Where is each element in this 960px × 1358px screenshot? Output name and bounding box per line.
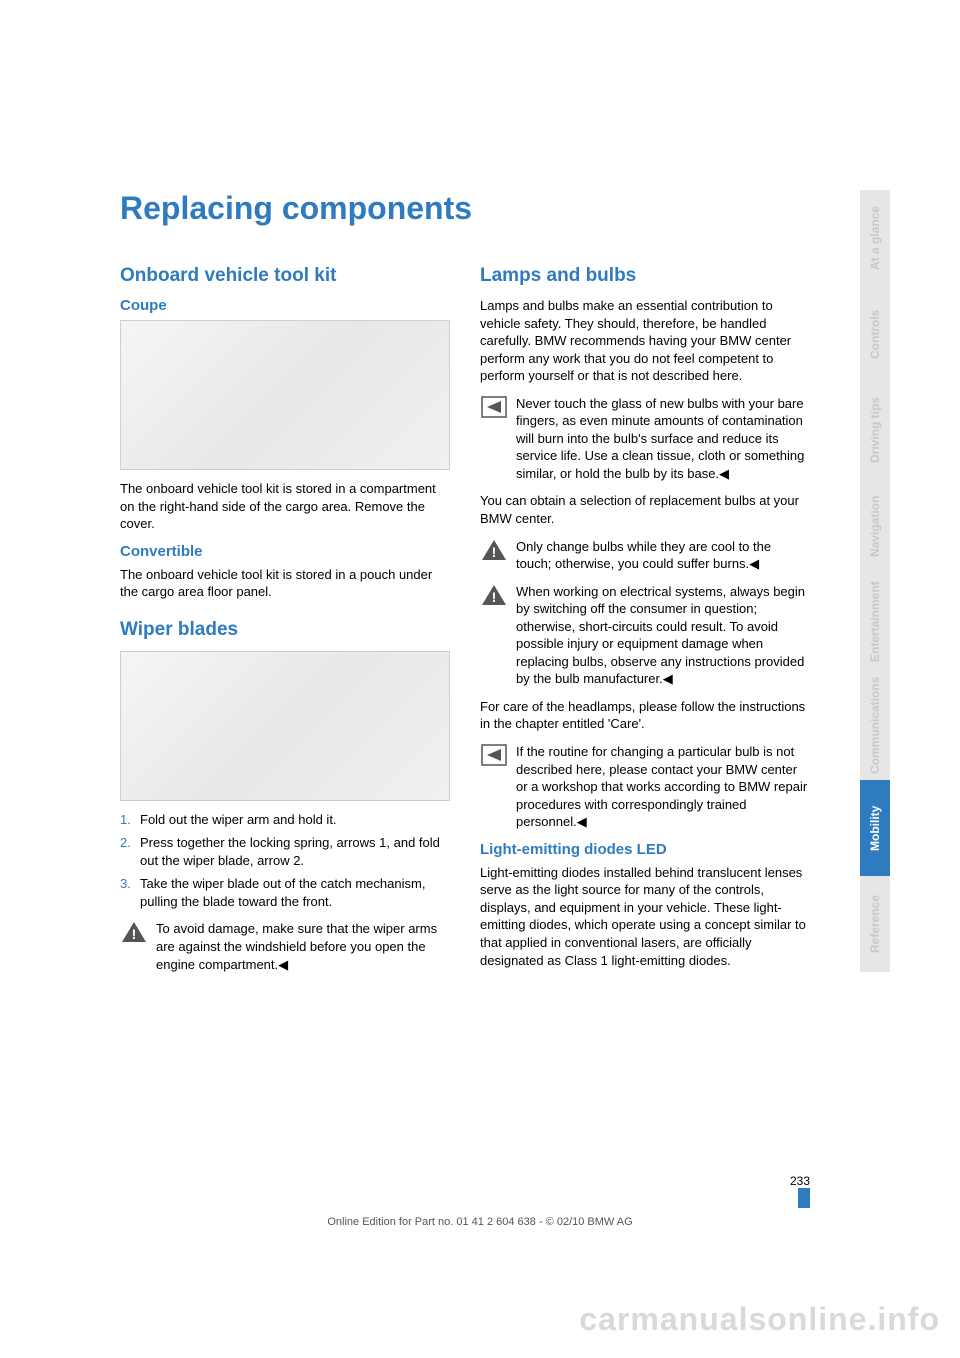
text-led: Light-emitting diodes installed behind t… (480, 864, 810, 969)
svg-text:!: ! (492, 544, 497, 560)
step-text: Fold out the wiper arm and hold it. (140, 812, 337, 827)
wiper-steps-list: 1. Fold out the wiper arm and hold it. 2.… (120, 811, 450, 911)
edition-line: Online Edition for Part no. 01 41 2 604 … (0, 1216, 960, 1228)
side-tab[interactable]: Reference (860, 876, 890, 972)
side-tab[interactable]: Mobility (860, 780, 890, 876)
info-icon (480, 395, 508, 419)
text-convertible: The onboard vehicle tool kit is stored i… (120, 566, 450, 601)
right-column: Lamps and bulbs Lamps and bulbs make an … (480, 265, 810, 983)
warning-note: ! When working on electrical systems, al… (480, 583, 810, 688)
list-item: 2. Press together the locking spring, arr… (120, 834, 450, 869)
side-tab[interactable]: Communications (860, 670, 890, 780)
info-text: Never touch the glass of new bulbs with … (516, 395, 810, 483)
side-tab[interactable]: Driving tips (860, 382, 890, 478)
page-footer: 233 (120, 1174, 810, 1208)
two-column-layout: Onboard vehicle tool kit Coupe The onboa… (120, 265, 810, 983)
info-icon (480, 743, 508, 767)
left-column: Onboard vehicle tool kit Coupe The onboa… (120, 265, 450, 983)
page-title: Replacing components (120, 190, 810, 227)
page-content: Replacing components Onboard vehicle too… (120, 190, 810, 983)
warning-text: When working on electrical systems, alwa… (516, 583, 810, 688)
info-text: If the routine for changing a particular… (516, 743, 810, 831)
section-wiper-blades: Wiper blades (120, 619, 450, 641)
warning-note: ! To avoid damage, make sure that the wi… (120, 920, 450, 973)
heading-led: Light-emitting diodes LED (480, 841, 810, 858)
heading-convertible: Convertible (120, 543, 450, 560)
warning-icon: ! (120, 920, 148, 944)
text-coupe: The onboard vehicle tool kit is stored i… (120, 480, 450, 533)
side-tab[interactable]: Entertainment (860, 574, 890, 670)
step-number: 3. (120, 875, 131, 893)
side-tabs: At a glanceControlsDriving tipsNavigatio… (860, 190, 890, 972)
warning-text: Only change bulbs while they are cool to… (516, 538, 810, 573)
heading-coupe: Coupe (120, 297, 450, 314)
footer-accent-bar (798, 1188, 810, 1208)
side-tab[interactable]: At a glance (860, 190, 890, 286)
warning-text: To avoid damage, make sure that the wipe… (156, 920, 450, 973)
text-headlamp-care: For care of the headlamps, please follow… (480, 698, 810, 733)
list-item: 1. Fold out the wiper arm and hold it. (120, 811, 450, 829)
section-onboard-tool-kit: Onboard vehicle tool kit (120, 265, 450, 287)
page-number: 233 (120, 1174, 810, 1188)
warning-icon: ! (480, 538, 508, 562)
text-replacement-bulbs: You can obtain a selection of replacemen… (480, 492, 810, 527)
side-tab[interactable]: Controls (860, 286, 890, 382)
svg-text:!: ! (492, 589, 497, 605)
figure-wiper-blades (120, 651, 450, 801)
warning-note: ! Only change bulbs while they are cool … (480, 538, 810, 573)
info-note: Never touch the glass of new bulbs with … (480, 395, 810, 483)
warning-icon: ! (480, 583, 508, 607)
info-note: If the routine for changing a particular… (480, 743, 810, 831)
step-text: Take the wiper blade out of the catch me… (140, 876, 425, 909)
step-text: Press together the locking spring, arrow… (140, 835, 440, 868)
step-number: 2. (120, 834, 131, 852)
text-lamps-intro: Lamps and bulbs make an essential contri… (480, 297, 810, 385)
list-item: 3. Take the wiper blade out of the catch … (120, 875, 450, 910)
figure-coupe-toolkit (120, 320, 450, 470)
svg-text:!: ! (132, 926, 137, 942)
side-tab[interactable]: Navigation (860, 478, 890, 574)
watermark: carmanualsonline.info (579, 1301, 940, 1338)
section-lamps-bulbs: Lamps and bulbs (480, 265, 810, 287)
step-number: 1. (120, 811, 131, 829)
